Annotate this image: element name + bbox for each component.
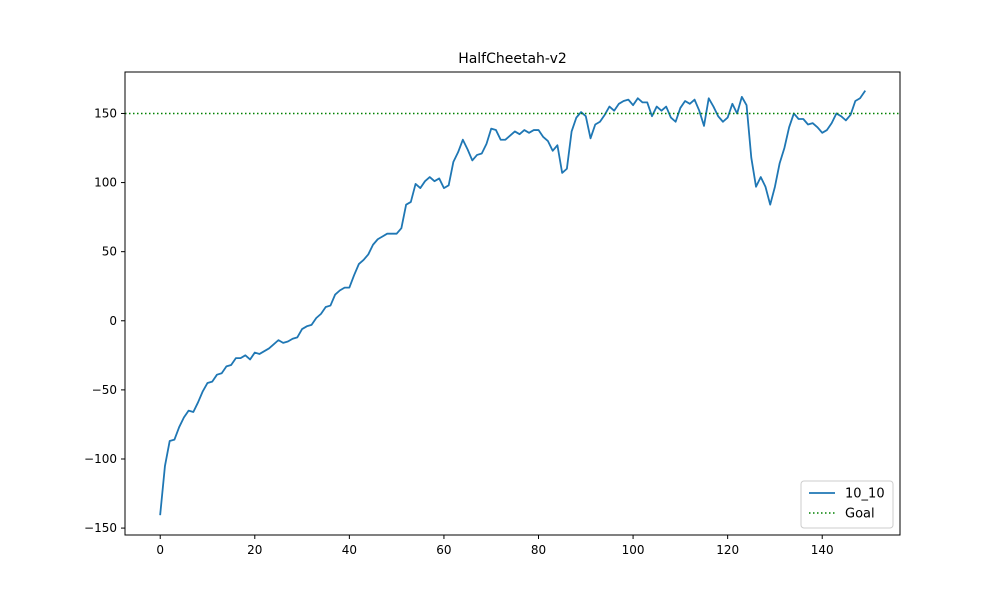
- x-tick-label: 80: [531, 543, 546, 557]
- x-tick-label: 60: [436, 543, 451, 557]
- plot-area: [125, 90, 900, 516]
- legend-label: 10_10: [845, 487, 885, 502]
- y-tick-label: 50: [102, 245, 117, 259]
- x-tick-label: 40: [342, 543, 357, 557]
- x-tick-label: 0: [156, 543, 164, 557]
- y-tick-label: 100: [94, 176, 117, 190]
- plot-frame: [124, 71, 901, 536]
- series-line-10_10: [159, 90, 867, 516]
- chart-title: HalfCheetah-v2: [458, 51, 567, 67]
- legend-label: Goal: [845, 507, 875, 522]
- y-tick-label: −100: [84, 452, 117, 466]
- x-tick-label: 140: [811, 543, 834, 557]
- axes: 0 20 40 60 80 100 120 140 −150 −100 −50 0 50 100 150: [84, 71, 901, 557]
- x-tick-label: 20: [247, 543, 262, 557]
- y-tick-label: 150: [94, 106, 117, 120]
- y-tick-label: −150: [84, 521, 117, 535]
- y-tick-label: −50: [92, 383, 117, 397]
- x-tick-label: 120: [716, 543, 739, 557]
- x-tick-label: 100: [622, 543, 645, 557]
- legend: 10_10 Goal: [800, 480, 894, 529]
- y-tick-label: 0: [109, 314, 117, 328]
